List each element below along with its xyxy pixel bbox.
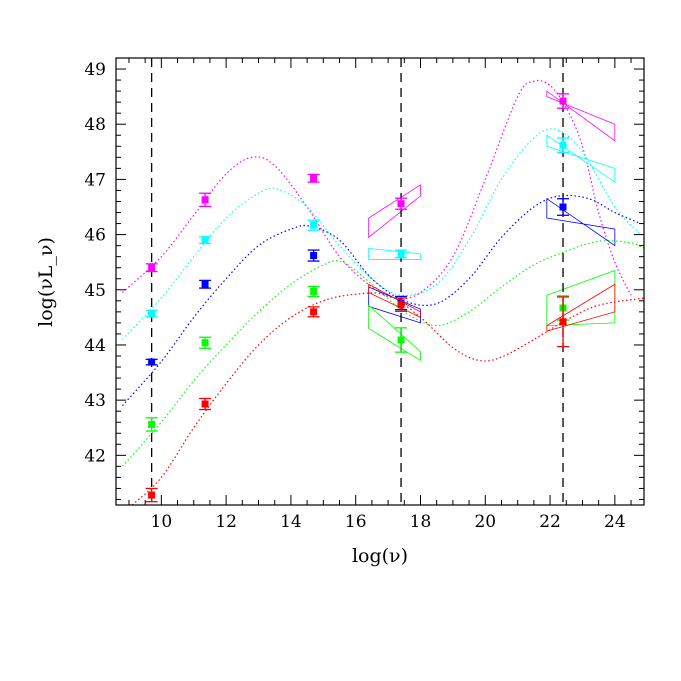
data-point (148, 491, 156, 499)
bowtie (368, 247, 421, 260)
bowtie (368, 286, 421, 324)
model-curve (122, 240, 644, 467)
data-point (559, 203, 567, 211)
x-tick-label: 22 (539, 512, 561, 532)
data-point (310, 308, 318, 316)
data-point (148, 264, 156, 272)
y-tick-label: 43 (84, 391, 106, 411)
y-tick-label: 45 (84, 281, 106, 301)
bowtie-layer (368, 90, 616, 362)
data-point (397, 301, 405, 309)
bowtie (546, 283, 616, 332)
x-axis-label: log(ν) (352, 545, 408, 567)
data-point (201, 339, 209, 347)
y-tick-label: 44 (84, 336, 106, 356)
bowtie (546, 269, 616, 327)
data-point (310, 252, 318, 260)
data-point (397, 336, 405, 344)
x-tick-label: 20 (474, 512, 496, 532)
data-point (201, 400, 209, 408)
y-tick-label: 48 (84, 115, 106, 135)
axis-ticks: 10 12 14 16 18 20 22 24 42 43 44 45 46 47 48 49 (84, 58, 644, 532)
bowtie (546, 90, 616, 142)
data-point (397, 250, 405, 258)
y-tick-label: 46 (84, 226, 106, 246)
bowtie (546, 134, 616, 183)
bowtie (368, 304, 421, 362)
data-point (201, 196, 209, 204)
data-point (310, 221, 318, 229)
x-tick-label: 18 (410, 512, 432, 532)
x-tick-label: 16 (345, 512, 367, 532)
data-point (559, 318, 567, 326)
x-tick-label: 12 (215, 512, 237, 532)
data-point (397, 200, 405, 208)
reference-lines (150, 58, 564, 505)
data-point (310, 287, 318, 295)
data-point (148, 358, 156, 366)
data-point (310, 174, 318, 182)
x-tick-label: 24 (604, 512, 626, 532)
bowtie (546, 197, 616, 247)
data-point (201, 236, 209, 244)
x-tick-label: 14 (280, 512, 302, 532)
x-tick-label: 10 (151, 512, 173, 532)
y-tick-label: 47 (84, 170, 106, 190)
data-point (148, 420, 156, 428)
data-point (559, 97, 567, 105)
data-point (148, 310, 156, 318)
plot-frame (115, 57, 645, 506)
y-axis-label: log(νL_ν) (35, 237, 57, 327)
model-curves (122, 79, 644, 505)
model-curve (122, 79, 632, 300)
data-point (559, 141, 567, 149)
data-point (201, 280, 209, 288)
y-tick-label: 42 (84, 446, 106, 466)
data-points (145, 93, 570, 503)
bowtie (368, 184, 421, 239)
y-tick-label: 49 (84, 60, 106, 80)
